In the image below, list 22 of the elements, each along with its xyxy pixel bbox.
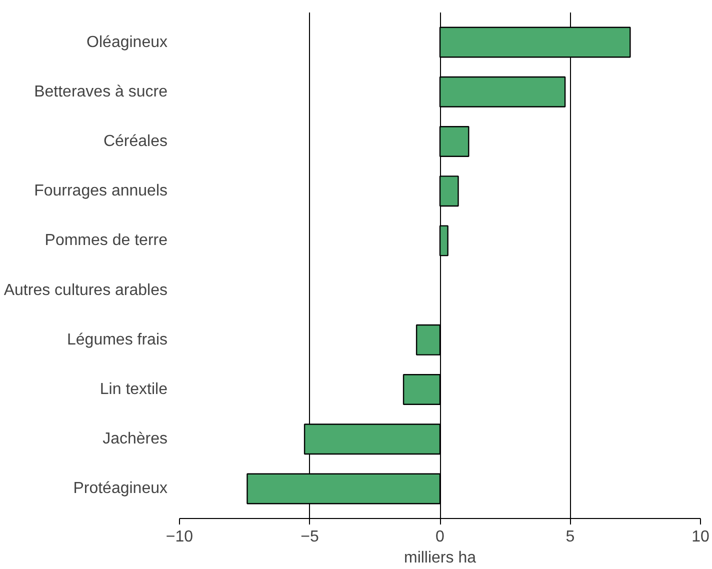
- x-tick-label: 0: [436, 528, 445, 546]
- bar: [439, 225, 448, 256]
- y-tick-label: Fourrages annuels: [34, 182, 168, 200]
- bar: [416, 324, 441, 356]
- x-tick-label: −10: [166, 528, 194, 546]
- x-tick-label: 5: [566, 528, 575, 546]
- y-tick-label: Légumes frais: [67, 331, 168, 348]
- y-tick-label: Betteraves à sucre: [34, 83, 168, 100]
- y-tick-label: Pommes de terre: [44, 232, 168, 250]
- y-tick-label: Protéagineux: [73, 480, 168, 498]
- x-tick-label: 10: [692, 528, 710, 546]
- y-tick-label: Céréales: [103, 132, 168, 150]
- x-tick-label: −5: [300, 528, 319, 546]
- y-tick-label: Jachères: [102, 430, 168, 448]
- bar: [402, 374, 441, 405]
- x-axis-title: milliers ha: [404, 550, 476, 566]
- y-tick-label: Oléagineux: [86, 34, 168, 51]
- bar: [439, 76, 566, 108]
- y-tick-label: Lin textile: [100, 381, 168, 398]
- bar: [439, 176, 459, 207]
- bar: [439, 126, 470, 157]
- y-tick-label: Autres cultures arables: [4, 282, 168, 299]
